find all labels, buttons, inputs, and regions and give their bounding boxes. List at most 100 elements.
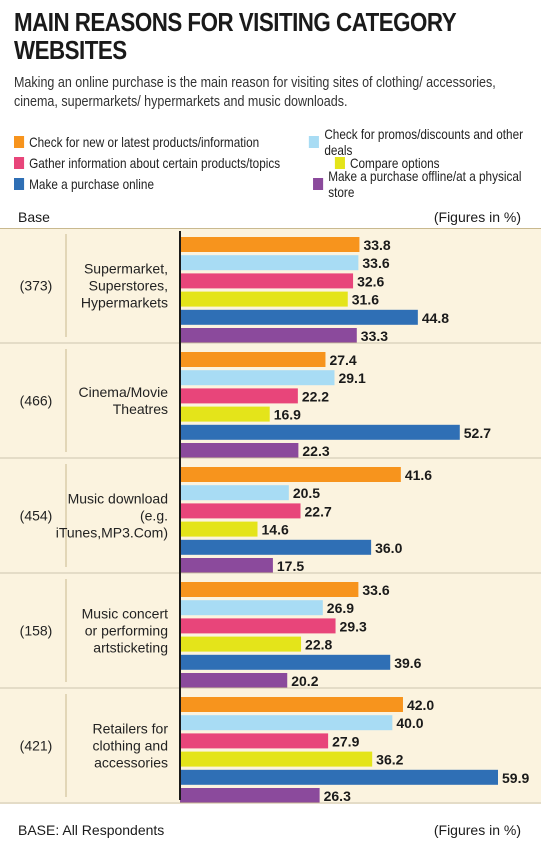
figures-note-header: (Figures in %) [433,209,521,225]
bar [180,503,301,519]
data-label: 17.5 [277,558,304,574]
data-label: 22.3 [302,443,329,459]
legend-item: Gather information about certain product… [14,155,335,171]
data-label: 40.0 [396,715,423,731]
data-label: 27.9 [332,733,359,749]
bar [180,467,401,482]
legend-label: Gather information about certain product… [29,154,281,171]
category-label: (e.g. [140,508,168,524]
legend-label: Make a purchase online [29,175,154,192]
bar [180,273,354,289]
bar [180,558,273,573]
legend-swatch [334,156,345,169]
data-label: 36.0 [375,540,402,556]
base-column-header: Base [18,209,50,225]
legend-item: Check for promos/discounts and other dea… [309,126,535,158]
data-label: 22.8 [305,637,332,653]
category-label: Music concert [82,606,168,622]
category-label: Superstores, [89,278,168,294]
bar [180,291,348,307]
data-label: 52.7 [464,425,491,441]
bar [180,673,288,688]
category-label: or performing [85,623,168,639]
data-label: 14.6 [262,522,289,538]
data-label: 26.3 [324,788,351,804]
data-label: 29.1 [338,370,365,386]
bar-chart: (373) Supermarket,Superstores,Hypermarket… [0,228,541,804]
category-label: Theatres [113,401,168,417]
base-footnote: BASE: All Respondents [18,822,165,838]
figures-note-footer: (Figures in %) [433,822,521,838]
bar [180,485,289,501]
data-label: 20.5 [293,485,320,501]
bar [180,654,391,670]
legend-item: Check for new or latest products/informa… [14,134,309,150]
legend-label: Check for promos/discounts and other dea… [324,125,524,158]
category-label: Retailers for [93,721,169,737]
legend-item: Compare options [334,154,440,171]
data-label: 26.9 [327,600,354,616]
data-label: 59.9 [502,770,529,786]
category-label: Supermarket, [84,261,168,277]
legend-label: Compare options [350,154,440,171]
category-label: iTunes,MP3.Com) [56,525,168,541]
bar [180,255,359,271]
data-label: 27.4 [329,352,356,368]
category-base-label: (454) [20,508,53,524]
category-label: artsticketing [93,640,168,656]
data-label: 32.6 [357,273,384,289]
category-label: Hypermarkets [81,295,168,311]
bar [180,733,329,749]
bar [180,539,372,555]
legend-swatch [14,177,25,190]
bar [180,406,270,422]
category-base-label: (158) [20,623,53,639]
chart-title: MAIN REASONS FOR VISITING CATEGORY WEBSI… [14,7,456,65]
category-base-label: (373) [20,278,53,294]
bar [180,309,418,325]
bar [180,636,302,652]
bar [180,582,359,597]
category-base-label: (421) [20,738,53,754]
legend: Check for new or latest products/informa… [14,126,535,200]
bar [180,715,393,731]
data-label: 33.3 [361,328,388,344]
bar [180,769,498,785]
data-label: 22.2 [302,388,329,404]
legend-item: Make a purchase offline/at a physical st… [313,168,535,200]
bar [180,751,373,767]
data-label: 33.8 [363,237,390,253]
data-label: 44.8 [422,310,449,326]
data-label: 29.3 [340,618,367,634]
bar [180,370,335,386]
bar [180,352,326,367]
legend-swatch [14,135,25,148]
data-label: 16.9 [274,407,301,423]
data-label: 42.0 [407,697,434,713]
data-label: 36.2 [376,752,403,768]
bar [180,443,299,458]
bar [180,618,336,634]
legend-swatch [309,135,320,148]
bar [180,328,357,343]
data-label: 20.2 [291,673,318,689]
bar [180,237,360,252]
category-label: accessories [94,755,168,771]
bar [180,600,323,616]
chart-subtitle: Making an online purchase is the main re… [14,74,496,110]
bar [180,424,460,440]
data-label: 33.6 [362,255,389,271]
category-base-label: (466) [20,393,53,409]
category-label: Cinema/Movie [79,384,169,400]
bar [180,697,403,712]
data-label: 22.7 [305,503,332,519]
data-label: 31.6 [352,292,379,308]
bar [180,788,320,803]
legend-label: Check for new or latest products/informa… [29,133,260,150]
data-label: 41.6 [405,467,432,483]
legend-label: Make a purchase offline/at a physical st… [328,167,522,200]
bar [180,388,298,404]
category-label: clothing and [92,738,168,754]
legend-swatch [313,177,324,190]
data-label: 39.6 [394,655,421,671]
